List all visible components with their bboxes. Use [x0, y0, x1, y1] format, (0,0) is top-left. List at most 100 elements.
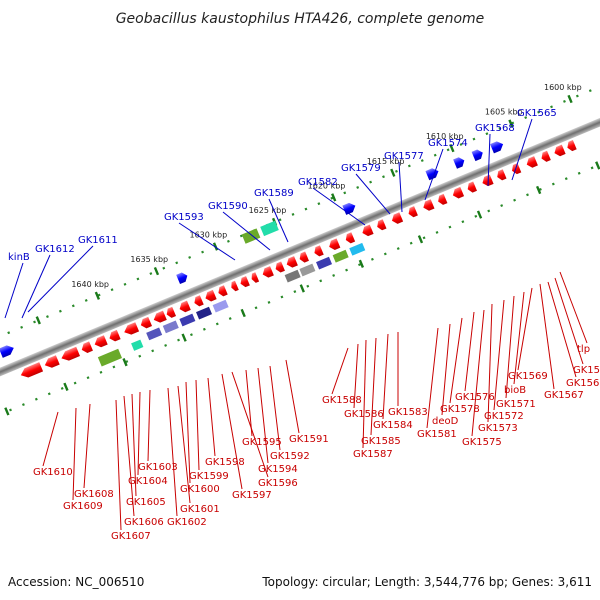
track-dot [291, 212, 295, 216]
track-dot [151, 349, 155, 353]
feature-box [196, 306, 213, 320]
track-dot [575, 94, 579, 98]
scale-label: 1640 kbp [71, 280, 109, 289]
scale-label: 1615 kbp [367, 157, 405, 166]
gene-label-bottom: GK1581 [417, 429, 457, 440]
track-dot [278, 218, 282, 222]
gene-label-bottom: bioB [504, 385, 526, 396]
gene-label-bottom: GK1594 [258, 464, 298, 475]
scale-tick [94, 291, 101, 300]
track-dot [370, 257, 374, 261]
gene-label-bottom: GK1610 [33, 467, 73, 478]
track-dot [448, 225, 452, 229]
feature-box [146, 327, 163, 341]
gene-label-bottom: GK1569 [508, 371, 548, 382]
gene-label-top: GK1612 [35, 244, 75, 255]
reverse-gene-arrow [299, 251, 309, 263]
gene-label-bottom: GK1585 [361, 436, 401, 447]
gene-label-bottom: GK1576 [455, 392, 495, 403]
track-dot [526, 193, 529, 197]
gene-label-bottom: GK1572 [484, 411, 524, 422]
scale-label: 1635 kbp [130, 255, 168, 264]
reverse-gene-arrow [286, 256, 298, 268]
reverse-gene-arrow [482, 174, 494, 187]
top-leader-line [398, 161, 403, 213]
bottom-leader-line [269, 365, 281, 451]
gene-label-bottom: deoD [432, 416, 459, 427]
reverse-gene-arrow [124, 322, 140, 335]
scale-tick [4, 407, 10, 416]
feature-box [332, 249, 349, 263]
top-leader-line [178, 222, 236, 261]
track-dot [33, 320, 36, 324]
forward-gene-arrow [471, 149, 483, 162]
scale-tick [240, 308, 246, 318]
gene-label-bottom: GK1595 [242, 437, 282, 448]
track-dot [9, 408, 12, 412]
track-dot [73, 381, 77, 385]
track-dot [123, 282, 127, 286]
track-dot [420, 159, 424, 163]
scale-tick [63, 382, 69, 391]
track-dot [34, 397, 38, 401]
gene-label-bottom: GK1602 [167, 517, 207, 528]
bottom-leader-line [559, 271, 588, 344]
gene-label-bottom: GK1584 [373, 420, 413, 431]
track-dot [112, 365, 116, 369]
bottom-leader-line [285, 359, 300, 434]
scale-tick [390, 168, 396, 177]
bottom-leader-line [72, 407, 77, 501]
bottom-leader-line [195, 379, 200, 471]
top-leader-line [268, 198, 289, 243]
gene-label-top: GK1590 [208, 201, 248, 212]
bottom-leader-line [554, 277, 584, 365]
track-dot [319, 279, 323, 283]
track-dot [461, 220, 465, 224]
forward-gene-arrow [490, 141, 504, 154]
feature-box [97, 348, 123, 367]
scale-tick [122, 358, 128, 367]
bottom-leader-line [177, 385, 191, 504]
gene-label-top: GK1579 [341, 163, 381, 174]
bottom-leader-line [245, 369, 253, 437]
bottom-leader-line [353, 343, 359, 409]
reverse-gene-arrow [140, 316, 153, 329]
track-dot [306, 284, 310, 288]
track-dot [175, 261, 179, 265]
reverse-gene-arrow [467, 181, 477, 193]
track-dot [99, 370, 103, 374]
track-dot [577, 171, 581, 175]
gene-label-bottom: GK1573 [478, 423, 518, 434]
scale-label: 1620 kbp [308, 181, 346, 190]
track-dot [254, 306, 258, 310]
scale-tick [535, 185, 542, 195]
map-title: Geobacillus kaustophilus HTA426, complet… [116, 11, 485, 27]
bottom-leader-line [221, 373, 243, 490]
gene-label-bottom: tlp [577, 344, 590, 355]
reverse-gene-arrow [423, 199, 435, 211]
track-dot [537, 110, 541, 114]
track-dot [228, 317, 232, 320]
gene-label-top: GK1589 [254, 188, 294, 199]
track-dot [343, 191, 347, 195]
gene-label-top: kinB [8, 252, 30, 263]
top-leader-line [21, 254, 51, 319]
top-leader-line [487, 133, 491, 187]
track-dot [524, 116, 528, 119]
gene-label-bottom: GK1599 [189, 471, 229, 482]
forward-gene-arrow [176, 272, 188, 285]
scale-tick [35, 316, 41, 325]
gene-label-top: GK1565 [517, 108, 557, 119]
bottom-leader-line [487, 303, 493, 423]
gene-label-bottom: GK1605 [126, 497, 166, 508]
reverse-gene-arrow [179, 300, 191, 313]
bottom-leader-line [83, 403, 91, 489]
track-dot [86, 376, 90, 380]
top-leader-line [511, 118, 533, 181]
track-dot [588, 89, 592, 93]
bottom-leader-line [42, 411, 59, 467]
track-dot [383, 252, 387, 256]
bottom-leader-line [370, 337, 377, 436]
track-dot [162, 266, 166, 270]
track-dot [369, 180, 373, 184]
